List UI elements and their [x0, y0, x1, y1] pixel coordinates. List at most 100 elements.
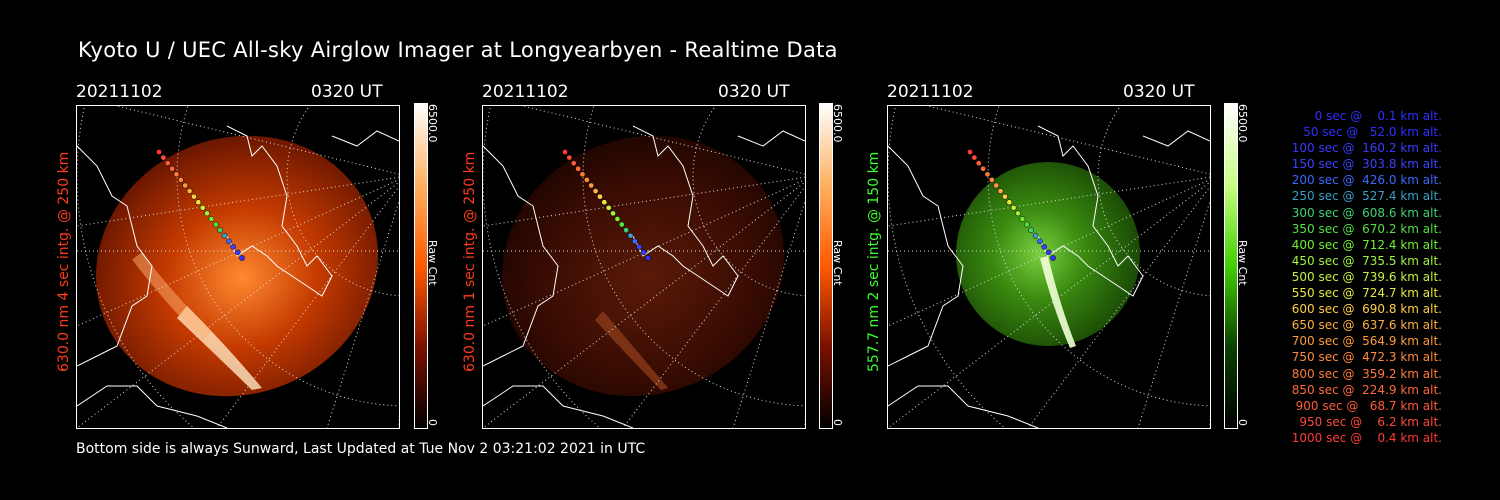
track-point [570, 160, 577, 167]
panel-3-time: 0320 UT [1123, 82, 1195, 102]
legend-entry: 950 sec @ 6.2 km alt. [1295, 414, 1442, 429]
track-point [1023, 221, 1030, 228]
track-point [182, 182, 189, 189]
airglow-image-panel-1 [76, 105, 400, 429]
track-point [212, 221, 219, 228]
panel-2-side-label: 630.0 nm 1 sec intg. @ 250 km [462, 151, 478, 372]
track-point [1019, 216, 1026, 222]
track-point [195, 199, 202, 206]
page-title: Kyoto U / UEC All-sky Airglow Imager at … [78, 38, 838, 62]
track-point [562, 149, 568, 155]
legend-entry: 900 sec @ 68.7 km alt. [1291, 398, 1442, 413]
colorbar-3 [1224, 103, 1238, 429]
panel-1-date: 20211102 [76, 82, 163, 102]
panel-3-date: 20211102 [887, 82, 974, 102]
track-point [980, 165, 986, 172]
colorbar-2-max: 6500.0 [831, 104, 844, 143]
colorbar-2-zero: 0 [831, 419, 844, 426]
legend-entry: 250 sec @ 527.4 km alt. [1287, 189, 1442, 204]
track-point [239, 255, 245, 261]
airglow-image-panel-3 [887, 105, 1211, 429]
track-point [191, 193, 197, 200]
track-point [1050, 255, 1056, 261]
track-point [226, 238, 232, 245]
track-point [610, 210, 616, 217]
track-point [186, 188, 193, 194]
track-point [1037, 238, 1043, 245]
track-point [975, 160, 982, 167]
track-point [967, 149, 973, 155]
track-point [208, 216, 215, 222]
colorbar-2-unit: Raw Cnt [831, 240, 844, 286]
aurora-arc [1040, 256, 1076, 348]
panel-2-time: 0320 UT [718, 82, 790, 102]
track-point [169, 165, 175, 172]
track-point [164, 160, 171, 167]
track-point [217, 227, 224, 233]
legend-entry: 700 sec @ 564.9 km alt. [1287, 334, 1442, 349]
colorbar-1-zero: 0 [426, 419, 439, 426]
track-point [1041, 243, 1048, 250]
track-point [566, 154, 573, 161]
satellite-altitude-legend: 0 sec @ 0.1 km alt. 50 sec @ 52.0 km alt… [1256, 108, 1442, 446]
legend-entry: 50 sec @ 52.0 km alt. [1295, 125, 1442, 140]
aurora-arc [595, 311, 668, 390]
colorbar-3-unit: Raw Cnt [1236, 240, 1249, 286]
legend-entry: 300 sec @ 608.6 km alt. [1287, 205, 1442, 220]
track-point [173, 171, 180, 178]
legend-entry: 350 sec @ 670.2 km alt. [1287, 221, 1442, 236]
track-point [230, 243, 237, 250]
track-point [575, 165, 581, 172]
track-point [993, 182, 1000, 189]
panel-1-time: 0320 UT [311, 82, 383, 102]
legend-entry: 400 sec @ 712.4 km alt. [1287, 237, 1442, 252]
satellite-track [967, 149, 1056, 261]
track-point [614, 216, 621, 222]
track-point [156, 149, 162, 155]
track-point [579, 171, 586, 178]
track-point [623, 227, 630, 233]
aurora-band [132, 252, 212, 341]
track-point [627, 232, 634, 239]
track-point [597, 193, 603, 200]
track-point [1028, 227, 1035, 233]
track-point [971, 154, 978, 161]
track-point [588, 182, 595, 189]
track-point [592, 188, 599, 194]
track-point [177, 177, 184, 183]
panel-1-side-label: 630.0 nm 4 sec intg. @ 250 km [56, 151, 72, 372]
legend-entry: 800 sec @ 359.2 km alt. [1287, 366, 1442, 381]
track-point [1032, 232, 1039, 239]
track-point [636, 243, 643, 250]
colorbar-3-zero: 0 [1236, 419, 1249, 426]
track-point [645, 255, 651, 261]
legend-entry: 100 sec @ 160.2 km alt. [1287, 141, 1442, 156]
colorbar-2 [819, 103, 833, 429]
track-point [1015, 210, 1021, 217]
legend-entry: 650 sec @ 637.6 km alt. [1287, 318, 1442, 333]
track-point [1006, 199, 1013, 206]
track-point [1002, 193, 1008, 200]
satellite-track [562, 149, 651, 261]
track-point [605, 204, 612, 211]
track-point [618, 221, 625, 228]
airglow-emission [502, 135, 784, 397]
colorbar-1 [414, 103, 428, 429]
legend-entry: 750 sec @ 472.3 km alt. [1287, 350, 1442, 365]
satellite-track [156, 149, 245, 261]
track-point [160, 154, 167, 161]
legend-entry: 0 sec @ 0.1 km alt. [1303, 109, 1442, 123]
track-point [1045, 249, 1052, 256]
airglow-emission [96, 135, 378, 397]
track-point [583, 177, 590, 183]
panel-3-side-label: 557.7 nm 2 sec intg. @ 150 km [866, 151, 882, 372]
footer-status: Bottom side is always Sunward, Last Upda… [76, 441, 646, 457]
legend-entry: 1000 sec @ 0.4 km alt. [1291, 430, 1442, 445]
legend-entry: 150 sec @ 303.8 km alt. [1287, 157, 1442, 172]
colorbar-1-unit: Raw Cnt [426, 240, 439, 286]
track-point [199, 204, 206, 211]
legend-entry: 600 sec @ 690.8 km alt. [1287, 302, 1442, 317]
track-point [984, 171, 991, 178]
colorbar-3-max: 6500.0 [1236, 104, 1249, 143]
panel-2-date: 20211102 [482, 82, 569, 102]
